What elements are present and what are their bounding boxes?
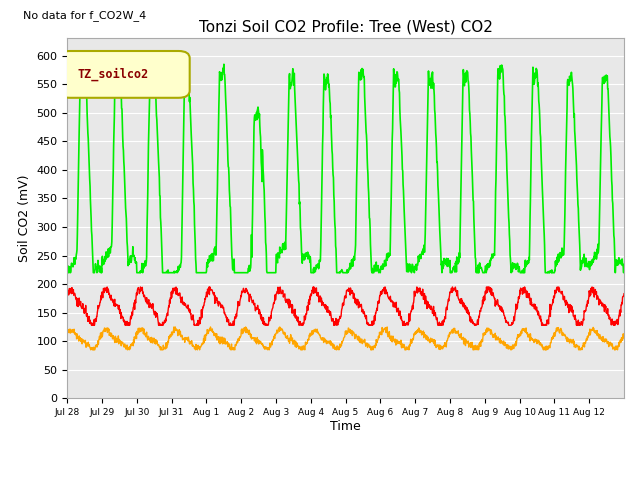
-8cm	[63, 270, 71, 276]
-4cm	[620, 336, 628, 342]
Title: Tonzi Soil CO2 Profile: Tree (West) CO2: Tonzi Soil CO2 Profile: Tree (West) CO2	[198, 20, 493, 35]
-8cm	[79, 56, 86, 62]
-4cm	[614, 347, 621, 353]
-2cm	[477, 305, 485, 311]
-2cm	[559, 295, 567, 301]
Line: -2cm: -2cm	[67, 287, 624, 325]
-4cm	[321, 336, 329, 342]
-8cm	[477, 264, 485, 270]
-8cm	[332, 227, 339, 232]
Text: No data for f_CO2W_4: No data for f_CO2W_4	[22, 10, 146, 21]
-4cm	[332, 347, 339, 352]
FancyBboxPatch shape	[59, 51, 189, 98]
-2cm	[332, 318, 339, 324]
-8cm	[559, 251, 566, 256]
Line: -8cm: -8cm	[67, 59, 624, 273]
-4cm	[172, 324, 179, 330]
-4cm	[87, 347, 95, 353]
Text: TZ_soilco2: TZ_soilco2	[77, 68, 148, 81]
-2cm	[151, 309, 159, 314]
-2cm	[88, 323, 95, 328]
-4cm	[63, 332, 71, 338]
-8cm	[321, 75, 328, 81]
-8cm	[151, 78, 159, 84]
X-axis label: Time: Time	[330, 420, 361, 433]
-4cm	[151, 339, 159, 345]
-2cm	[63, 290, 71, 296]
-4cm	[477, 340, 485, 346]
-8cm	[620, 262, 628, 267]
-4cm	[559, 331, 567, 336]
-2cm	[614, 318, 621, 324]
-2cm	[321, 305, 329, 311]
Line: -4cm: -4cm	[67, 327, 624, 350]
-2cm	[620, 291, 628, 297]
-8cm	[613, 262, 621, 268]
Legend: -2cm, -4cm, -8cm: -2cm, -4cm, -8cm	[222, 477, 469, 480]
Y-axis label: Soil CO2 (mV): Soil CO2 (mV)	[18, 175, 31, 262]
-2cm	[136, 284, 144, 290]
